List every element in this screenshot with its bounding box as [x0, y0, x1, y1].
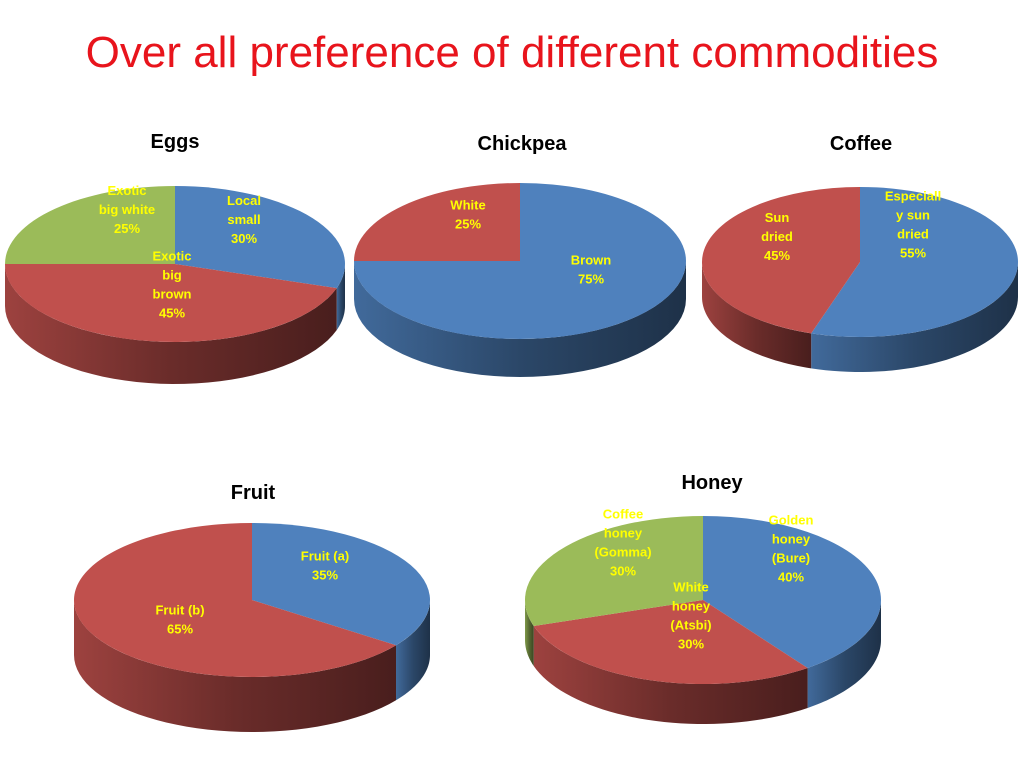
- slice-label-3-0: Fruit (a) 35%: [301, 549, 349, 583]
- pie-slice-0-2: [5, 186, 175, 264]
- pie-honey: Golden honey (Bure) 40% White honey (Atsbi) 30%…: [524, 507, 882, 724]
- chart-title-fruit: Fruit: [230, 482, 276, 504]
- chart-title-coffee: Coffee: [829, 133, 893, 155]
- pie-side-0-0: [336, 264, 345, 331]
- pie-fruit: Fruit (a) 35% Fruit (b) 65%: [74, 523, 431, 732]
- slice-label-0-1: Exotic big brown 45%: [152, 249, 191, 321]
- pie-slice-4-0: [703, 516, 882, 668]
- pie-slice-4-2: [524, 516, 703, 626]
- pie-slice-3-0: [252, 523, 431, 646]
- pie-slice-0-1: [5, 264, 337, 342]
- pie-slice-0-0: [175, 186, 345, 289]
- pie-side-2-1: [702, 262, 812, 369]
- pie-side-3-0: [396, 600, 430, 701]
- pie-chickpea: Brown 75% White 25%: [354, 183, 686, 377]
- chart-title-honey: Honey: [681, 472, 743, 494]
- slice-label-0-2: Exotic big white 25%: [99, 183, 155, 236]
- slice-label-4-0: Golden honey (Bure) 40%: [769, 513, 814, 585]
- pie-side-4-2: [525, 600, 534, 666]
- slice-label-1-0: Brown 75%: [571, 253, 612, 287]
- slide-title: Over all preference of different commodi…: [85, 28, 939, 77]
- slice-label-4-2: Coffee honey (Gomma) 30%: [594, 507, 651, 579]
- slice-label-2-0: Especiall y sun dried 55%: [885, 189, 941, 261]
- pie-slice-2-0: [811, 187, 1018, 337]
- pie-side-3-1: [74, 600, 397, 732]
- chart-title-chickpea: Chickpea: [477, 133, 567, 155]
- pie-side-4-1: [533, 625, 808, 724]
- slice-label-0-0: Local small 30%: [227, 193, 261, 246]
- pie-side-4-0: [807, 600, 881, 708]
- pie-slice-4-1: [533, 600, 808, 685]
- pie-coffee: Especiall y sun dried 55% Sun dried 45%: [701, 187, 1018, 372]
- pie-side-2-0: [811, 262, 1018, 372]
- pie-slice-3-1: [74, 523, 397, 677]
- pie-side-1-0: [354, 261, 686, 377]
- slice-label-3-1: Fruit (b) 65%: [155, 603, 204, 637]
- pie-slice-1-1: [354, 183, 520, 261]
- slice-label-4-1: White honey (Atsbi) 30%: [670, 580, 711, 652]
- pie-side-0-1: [5, 264, 337, 384]
- slice-label-1-1: White 25%: [450, 198, 485, 232]
- pie-slice-2-1: [701, 187, 860, 334]
- chart-title-eggs: Eggs: [150, 131, 200, 153]
- pie-eggs: Local small 30% Exotic big brown 45% Exotic big …: [5, 183, 345, 384]
- slice-label-2-1: Sun dried 45%: [761, 210, 793, 263]
